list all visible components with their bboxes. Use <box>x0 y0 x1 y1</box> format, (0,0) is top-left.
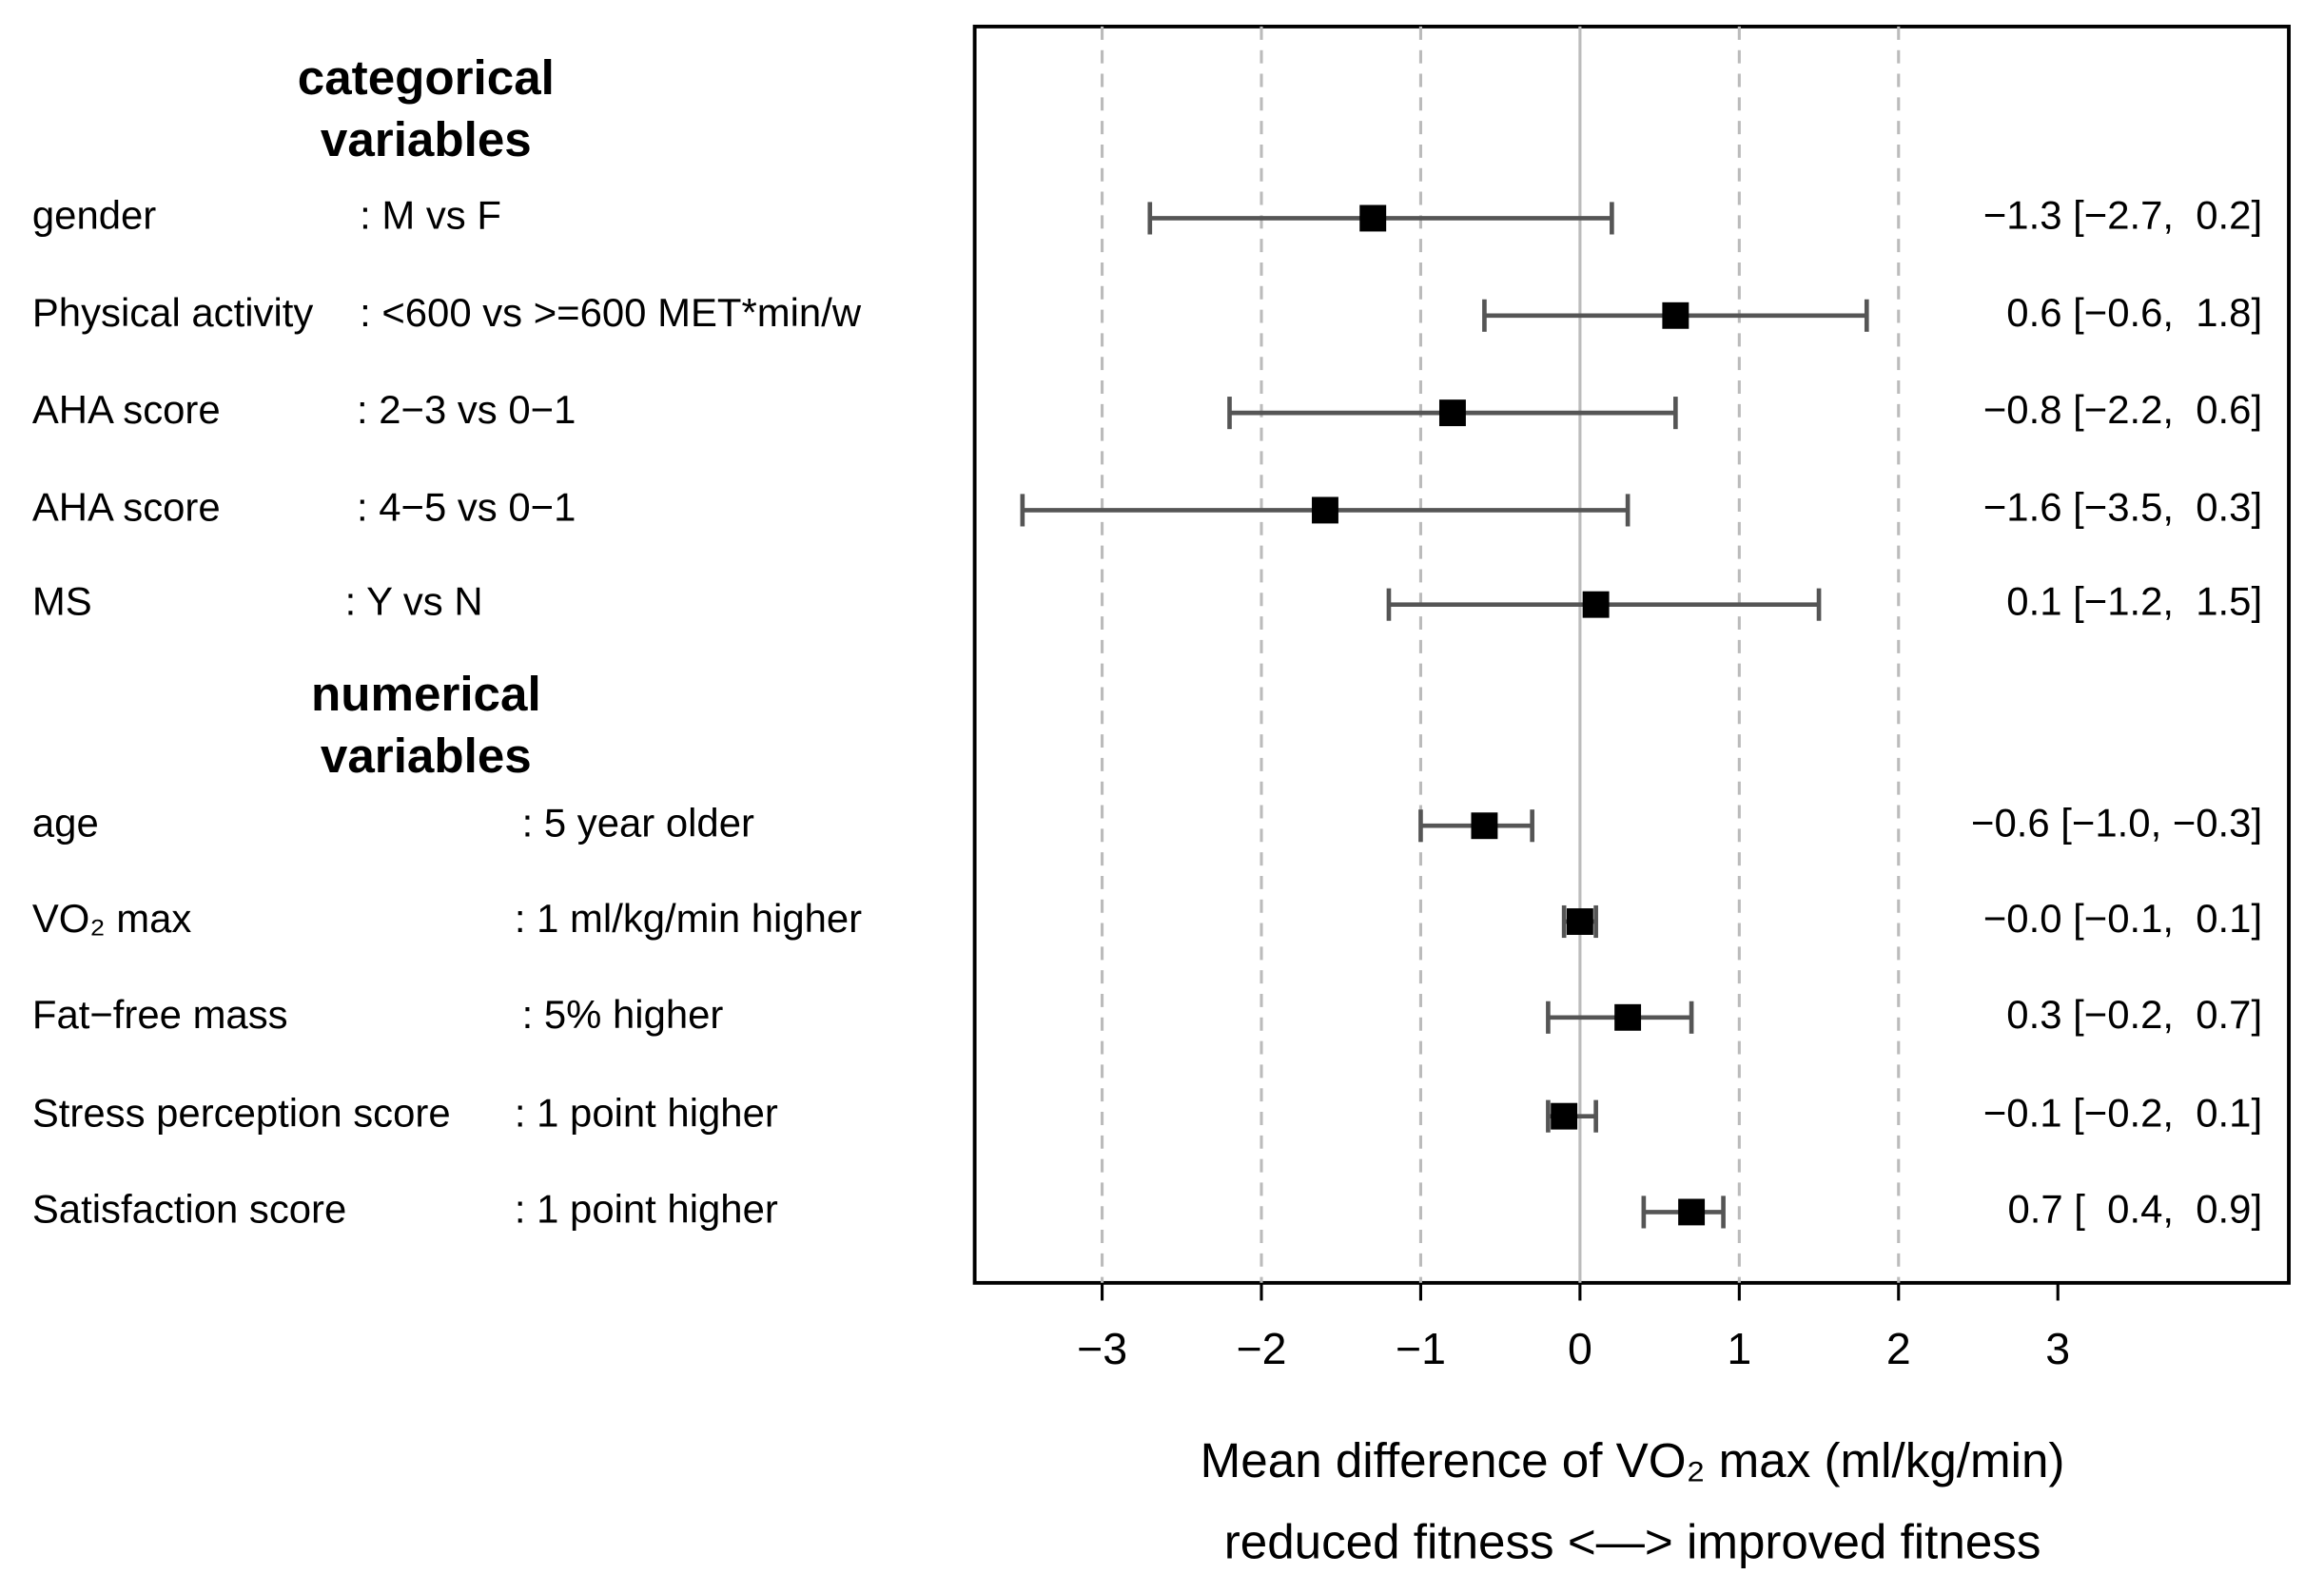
x-tick-label: −3 <box>1077 1324 1127 1373</box>
row-label: AHA score <box>32 387 221 432</box>
row-label: MS <box>32 579 92 624</box>
row-label: Stress perception score <box>32 1091 451 1136</box>
row-label: VO₂ max <box>32 896 192 941</box>
plot-frame <box>972 24 2291 1285</box>
value-label: −1.6 [−3.5, 0.3] <box>1983 485 2262 530</box>
estimate-marker <box>1582 591 1610 618</box>
group-header: variables <box>321 112 532 166</box>
row-comparison: : 2−3 vs 0−1 <box>357 387 576 432</box>
x-tick-label: 3 <box>2045 1324 2070 1373</box>
value-label: −0.1 [−0.2, 0.1] <box>1983 1091 2262 1136</box>
estimate-marker <box>1359 204 1387 232</box>
x-axis-label: Mean difference of VO₂ max (ml/kg/min) <box>1201 1433 2065 1487</box>
x-tick-label: 0 <box>1568 1324 1592 1373</box>
row-label: Satisfaction score <box>32 1187 346 1232</box>
row-comparison: : M vs F <box>360 193 501 238</box>
estimate-marker <box>1678 1198 1706 1226</box>
group-header: numerical <box>311 667 541 721</box>
x-tick-label: −2 <box>1236 1324 1286 1373</box>
value-label: 0.7 [ 0.4, 0.9] <box>2007 1187 2262 1232</box>
row-comparison: : 5% higher <box>522 992 724 1037</box>
value-label: −0.8 [−2.2, 0.6] <box>1983 387 2262 432</box>
row-label: AHA score <box>32 485 221 530</box>
row-comparison: : 5 year older <box>522 800 754 845</box>
estimate-marker <box>1662 301 1689 329</box>
row-comparison: : 1 point higher <box>515 1091 778 1136</box>
value-label: −0.6 [−1.0, −0.3] <box>1971 800 2262 845</box>
value-label: −0.0 [−0.1, 0.1] <box>1983 896 2262 941</box>
estimate-marker <box>1566 908 1593 935</box>
value-label: 0.3 [−0.2, 0.7] <box>2006 992 2262 1037</box>
x-axis-label: reduced fitness <—> improved fitness <box>1224 1514 2041 1568</box>
group-header: variables <box>321 729 532 783</box>
x-tick-label: 2 <box>1886 1324 1911 1373</box>
estimate-marker <box>1471 812 1498 840</box>
row-comparison: : 1 point higher <box>515 1187 778 1232</box>
row-label: age <box>32 800 99 845</box>
group-header: categorical <box>298 50 555 105</box>
row-label: gender <box>32 193 156 238</box>
estimate-marker <box>1551 1102 1578 1130</box>
row-comparison: : 1 ml/kg/min higher <box>515 896 862 941</box>
estimate-marker <box>1312 496 1338 524</box>
value-label: −1.3 [−2.7, 0.2] <box>1983 193 2262 238</box>
row-label: Physical activity <box>32 290 313 335</box>
estimate-marker <box>1614 1003 1642 1031</box>
x-tick-label: −1 <box>1396 1324 1446 1373</box>
estimate-marker <box>1438 399 1466 427</box>
row-comparison: : <600 vs >=600 MET*min/w <box>360 290 862 335</box>
row-comparison: : Y vs N <box>345 579 483 624</box>
row-comparison: : 4−5 vs 0−1 <box>357 485 576 530</box>
value-label: 0.6 [−0.6, 1.8] <box>2006 290 2262 335</box>
x-tick-label: 1 <box>1727 1324 1751 1373</box>
value-label: 0.1 [−1.2, 1.5] <box>2006 579 2262 624</box>
row-label: Fat−free mass <box>32 992 288 1037</box>
